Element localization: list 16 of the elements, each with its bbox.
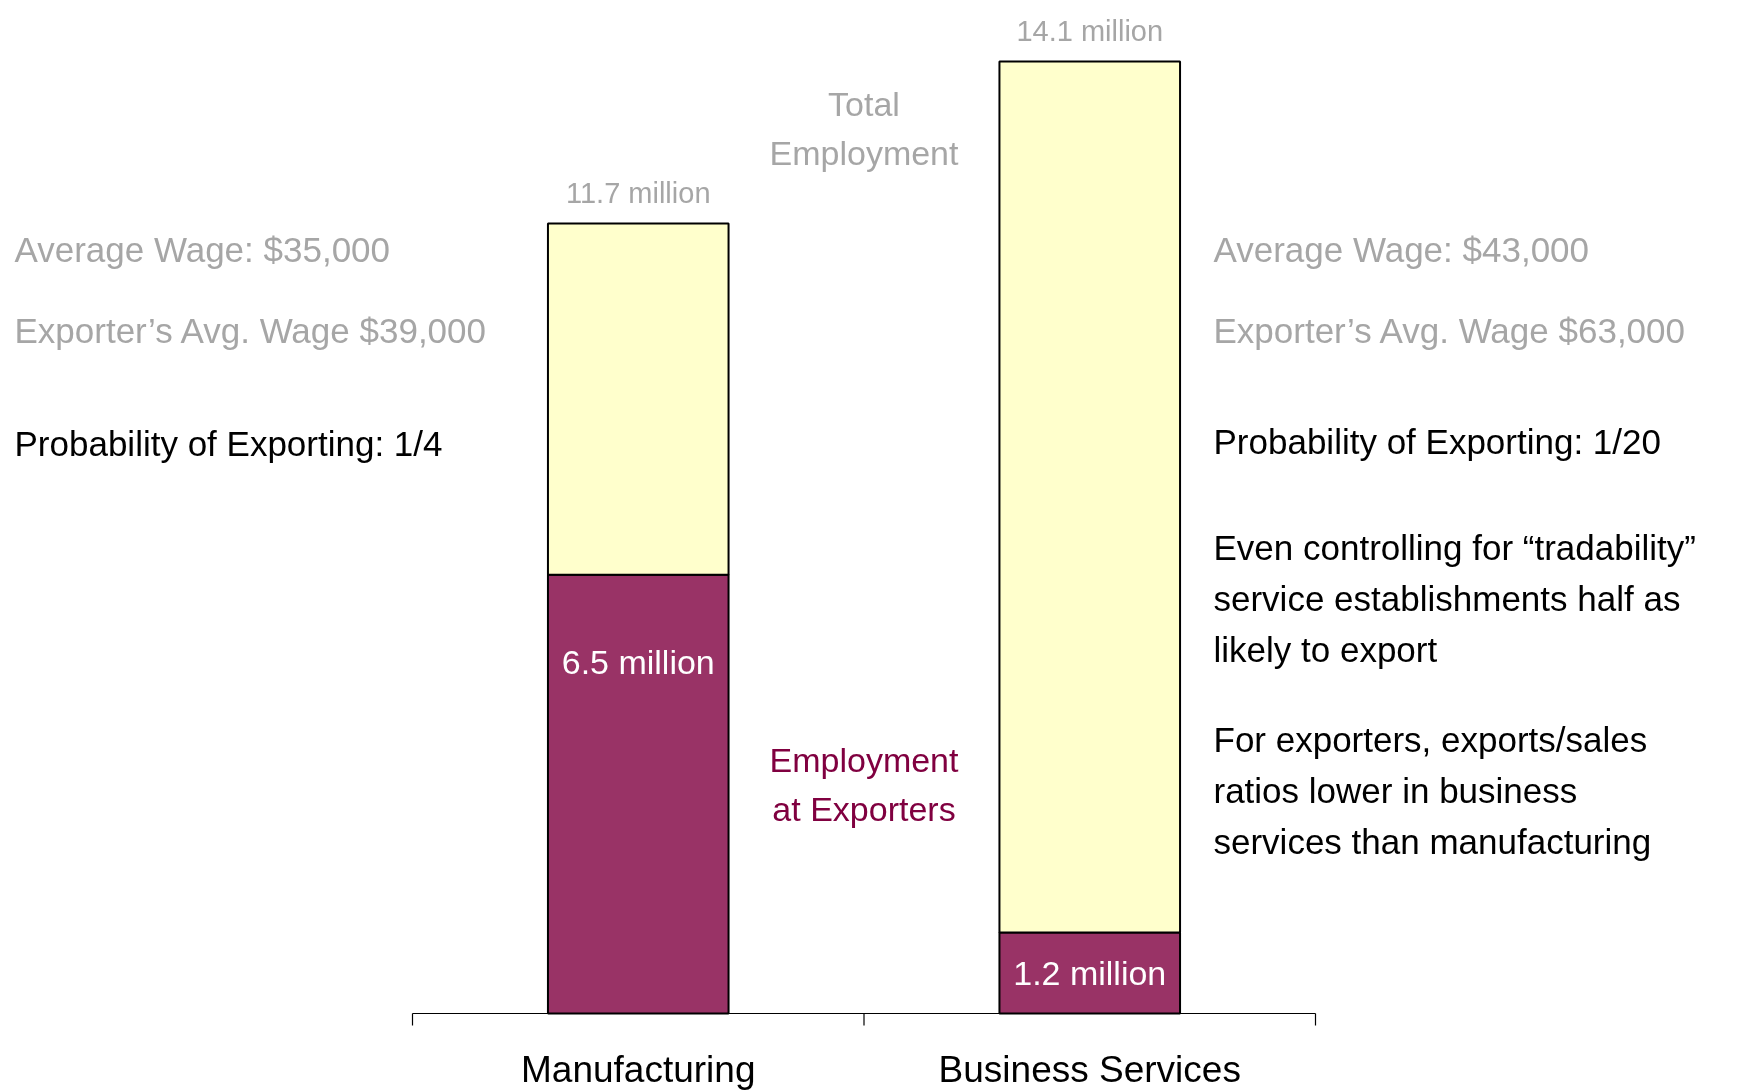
- x-tick-label: Business Services: [938, 1049, 1241, 1090]
- annotation: For exporters, exports/sales ratios lower in business services than manufacturing: [1213, 720, 1652, 861]
- text: Average Wage: $35,000: [14, 230, 391, 269]
- total-label: 11.7 million: [565, 177, 711, 210]
- annotation: Probability of Exporting: 1/4: [14, 424, 443, 463]
- annotation: Exporter’s Avg. Wage $63,000: [1213, 311, 1686, 350]
- data-label: 1.2 million: [1013, 953, 1167, 992]
- annotation: Probability of Exporting: 1/20: [1213, 422, 1661, 461]
- annotation: Even controlling for “tradability” service establishments half as likely to export: [1213, 528, 1696, 669]
- data-label: 6.5 million: [561, 643, 715, 682]
- series-label: Employment at Exporters: [769, 740, 960, 829]
- series-label: Total Employment: [769, 84, 960, 173]
- annotation: Exporter’s Avg. Wage $39,000: [14, 311, 487, 350]
- x-tick-label: Manufacturing: [521, 1049, 756, 1090]
- total-label: 14.1 million: [1016, 15, 1164, 48]
- annotation: Average Wage: $43,000: [1213, 230, 1590, 269]
